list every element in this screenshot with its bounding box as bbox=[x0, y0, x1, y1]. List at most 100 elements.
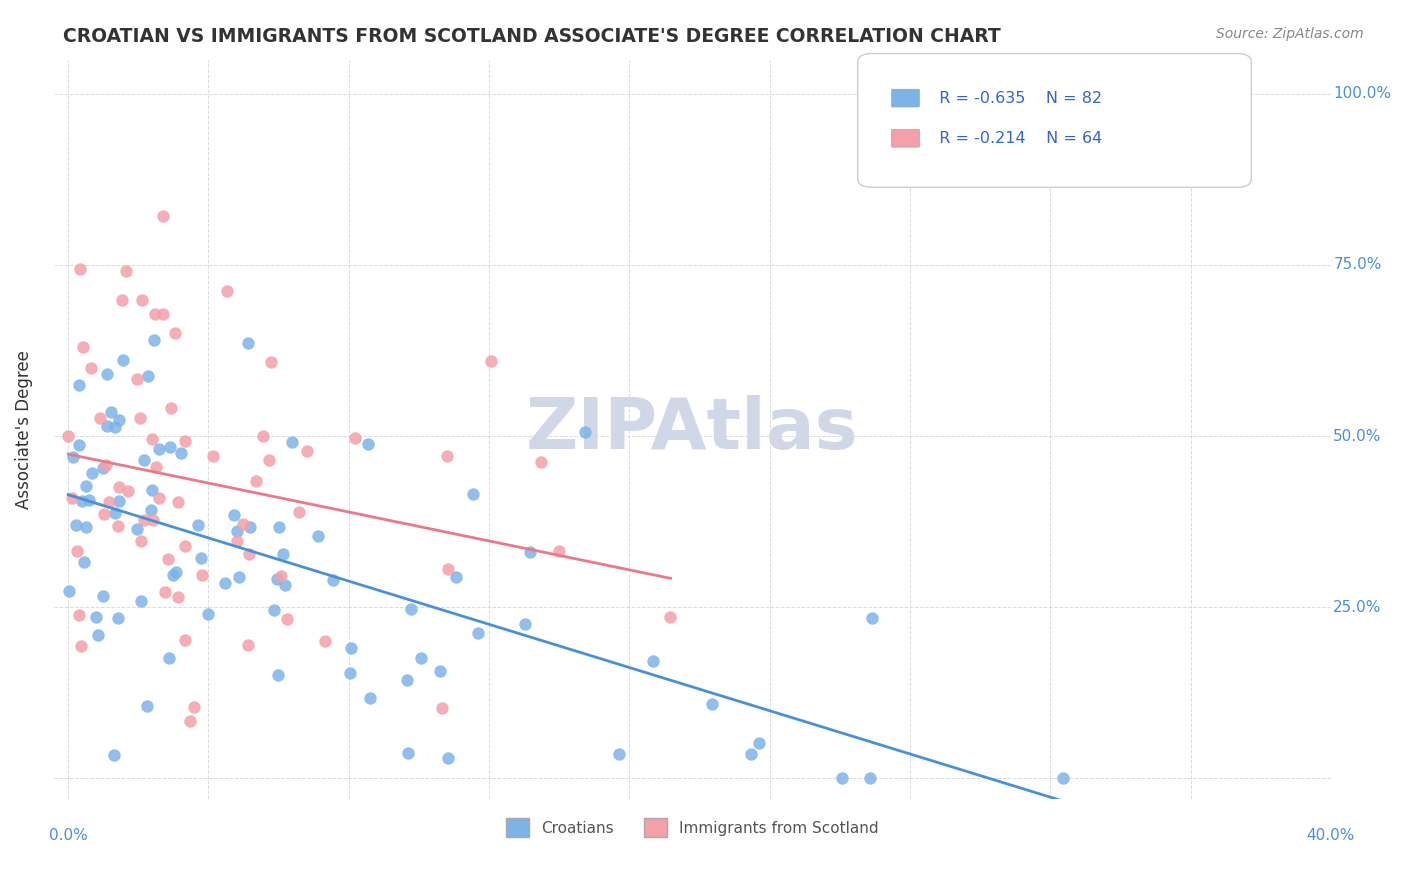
Point bbox=[263, 603, 285, 617]
Point bbox=[129, 594, 152, 608]
Point bbox=[288, 505, 311, 519]
Point bbox=[70, 494, 93, 508]
Point bbox=[60, 491, 83, 505]
Point bbox=[108, 480, 131, 494]
Point bbox=[58, 584, 80, 599]
Point bbox=[170, 446, 193, 460]
Point bbox=[125, 371, 148, 385]
Point bbox=[104, 420, 127, 434]
Point bbox=[215, 285, 238, 299]
Text: 100.0%: 100.0% bbox=[1333, 87, 1392, 102]
Point bbox=[143, 307, 166, 321]
Point bbox=[222, 508, 245, 522]
Point bbox=[111, 293, 134, 308]
Point bbox=[548, 544, 571, 558]
Point bbox=[159, 440, 181, 454]
Text: 0.0%: 0.0% bbox=[49, 829, 87, 844]
Point bbox=[96, 367, 118, 381]
Point bbox=[89, 411, 111, 425]
Point bbox=[862, 610, 884, 624]
Point bbox=[108, 413, 131, 427]
Point bbox=[111, 352, 134, 367]
Point bbox=[79, 493, 101, 508]
Point bbox=[141, 432, 163, 446]
Point bbox=[117, 483, 139, 498]
Point bbox=[197, 607, 219, 622]
Point bbox=[436, 449, 458, 463]
Point bbox=[174, 632, 197, 647]
Point bbox=[162, 567, 184, 582]
Text: R = -0.635    N = 82: R = -0.635 N = 82 bbox=[929, 91, 1102, 105]
Point bbox=[156, 552, 179, 566]
Point bbox=[411, 651, 433, 665]
Point bbox=[91, 589, 114, 603]
Text: R = -0.214    N = 64: R = -0.214 N = 64 bbox=[929, 131, 1102, 145]
Point bbox=[339, 666, 361, 681]
Point bbox=[269, 520, 291, 534]
Point bbox=[159, 650, 181, 665]
Point bbox=[519, 544, 541, 558]
Point bbox=[67, 438, 90, 452]
Point bbox=[142, 513, 165, 527]
Point bbox=[574, 425, 596, 439]
Point bbox=[98, 495, 121, 509]
Point bbox=[72, 340, 94, 354]
Point bbox=[145, 460, 167, 475]
Point bbox=[91, 460, 114, 475]
Point bbox=[159, 401, 181, 416]
Point bbox=[467, 626, 489, 640]
Point bbox=[153, 585, 176, 599]
Point bbox=[831, 772, 853, 786]
Text: 75.0%: 75.0% bbox=[1333, 258, 1382, 272]
Text: ZIPAtlas: ZIPAtlas bbox=[526, 395, 859, 464]
Legend: Croatians, Immigrants from Scotland: Croatians, Immigrants from Scotland bbox=[499, 812, 884, 843]
Point bbox=[125, 522, 148, 536]
Point bbox=[69, 262, 91, 277]
Point bbox=[136, 369, 159, 384]
Point bbox=[702, 697, 724, 711]
Point bbox=[174, 434, 197, 449]
Point bbox=[141, 483, 163, 497]
Point bbox=[239, 520, 262, 534]
Point bbox=[165, 565, 187, 579]
Point bbox=[115, 264, 138, 278]
Point bbox=[163, 326, 186, 341]
Point bbox=[107, 611, 129, 625]
Text: 40.0%: 40.0% bbox=[1306, 829, 1355, 844]
Point bbox=[142, 333, 165, 347]
Point bbox=[226, 534, 249, 549]
Point bbox=[859, 772, 882, 786]
Point bbox=[67, 377, 90, 392]
Point bbox=[444, 570, 467, 584]
Point bbox=[228, 569, 250, 583]
Point bbox=[463, 487, 485, 501]
Point bbox=[271, 547, 294, 561]
Point bbox=[267, 668, 290, 682]
Point bbox=[266, 573, 288, 587]
Point bbox=[129, 533, 152, 548]
Point bbox=[232, 517, 254, 532]
Point bbox=[80, 360, 103, 375]
Point bbox=[75, 479, 97, 493]
Point bbox=[80, 466, 103, 480]
Point bbox=[166, 590, 188, 604]
Point bbox=[340, 640, 363, 655]
Point bbox=[187, 518, 209, 533]
Point bbox=[96, 418, 118, 433]
Point bbox=[129, 410, 152, 425]
Point bbox=[62, 450, 84, 464]
Point bbox=[479, 354, 502, 368]
Point bbox=[357, 437, 380, 451]
Point bbox=[75, 519, 97, 533]
Text: CROATIAN VS IMMIGRANTS FROM SCOTLAND ASSOCIATE'S DEGREE CORRELATION CHART: CROATIAN VS IMMIGRANTS FROM SCOTLAND ASS… bbox=[63, 27, 1001, 45]
Point bbox=[103, 747, 125, 762]
Point bbox=[643, 654, 665, 668]
Point bbox=[274, 578, 297, 592]
Point bbox=[252, 429, 274, 443]
Text: 50.0%: 50.0% bbox=[1333, 428, 1382, 443]
Point bbox=[257, 453, 280, 467]
Point bbox=[214, 576, 236, 591]
Point bbox=[607, 747, 630, 761]
Point bbox=[94, 458, 117, 472]
Point bbox=[295, 444, 318, 458]
